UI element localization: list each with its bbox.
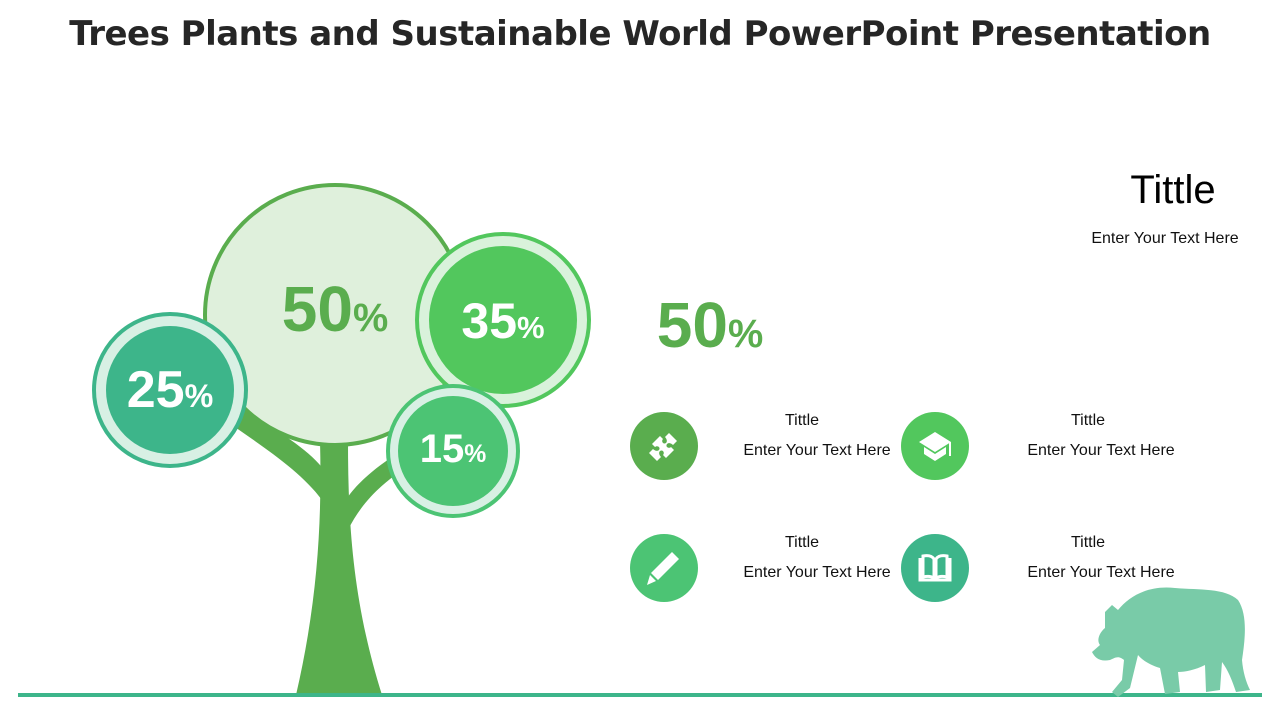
item-title: Tittle xyxy=(1070,534,1106,551)
unit: % xyxy=(464,441,487,468)
tree-trunk xyxy=(296,440,382,695)
item-title: Tittle xyxy=(1070,412,1106,429)
value: 35 xyxy=(461,293,518,349)
item-title: Tittle xyxy=(784,412,820,429)
puzzle-icon xyxy=(630,412,698,480)
left-percentage: 25% xyxy=(90,360,250,420)
value: 50 xyxy=(656,289,728,361)
unit: % xyxy=(517,310,545,345)
value: 25 xyxy=(126,361,185,419)
small-circle xyxy=(398,396,508,506)
graduation-cap-icon xyxy=(901,412,969,480)
item-text: Enter Your Text Here xyxy=(743,442,891,459)
value: 50 xyxy=(281,273,353,345)
top-right-text: Enter Your Text Here xyxy=(1091,230,1239,247)
item-title: Tittle xyxy=(784,534,820,551)
tree-branch-left xyxy=(225,405,324,500)
small-percentage: 15% xyxy=(388,427,518,472)
pencil-icon xyxy=(630,534,698,602)
tree-branch-right xyxy=(346,455,400,530)
ground-line xyxy=(18,693,1262,697)
highlight-percentage: 50% xyxy=(610,288,810,362)
item-text: Enter Your Text Here xyxy=(743,564,891,581)
big-percentage: 50% xyxy=(235,272,435,346)
right-percentage: 35% xyxy=(423,292,583,350)
bear-silhouette xyxy=(1092,587,1250,697)
unit: % xyxy=(184,378,214,414)
unit: % xyxy=(352,296,389,340)
item-text: Enter Your Text Here xyxy=(1027,564,1175,581)
book-icon xyxy=(901,534,969,602)
top-right-title: Tittle xyxy=(1130,168,1216,212)
slide-title: Trees Plants and Sustainable World Power… xyxy=(69,14,1211,54)
item-text: Enter Your Text Here xyxy=(1027,442,1175,459)
value: 15 xyxy=(419,427,465,471)
left-circle xyxy=(106,326,234,454)
right-circle xyxy=(429,246,577,394)
unit: % xyxy=(727,312,764,356)
